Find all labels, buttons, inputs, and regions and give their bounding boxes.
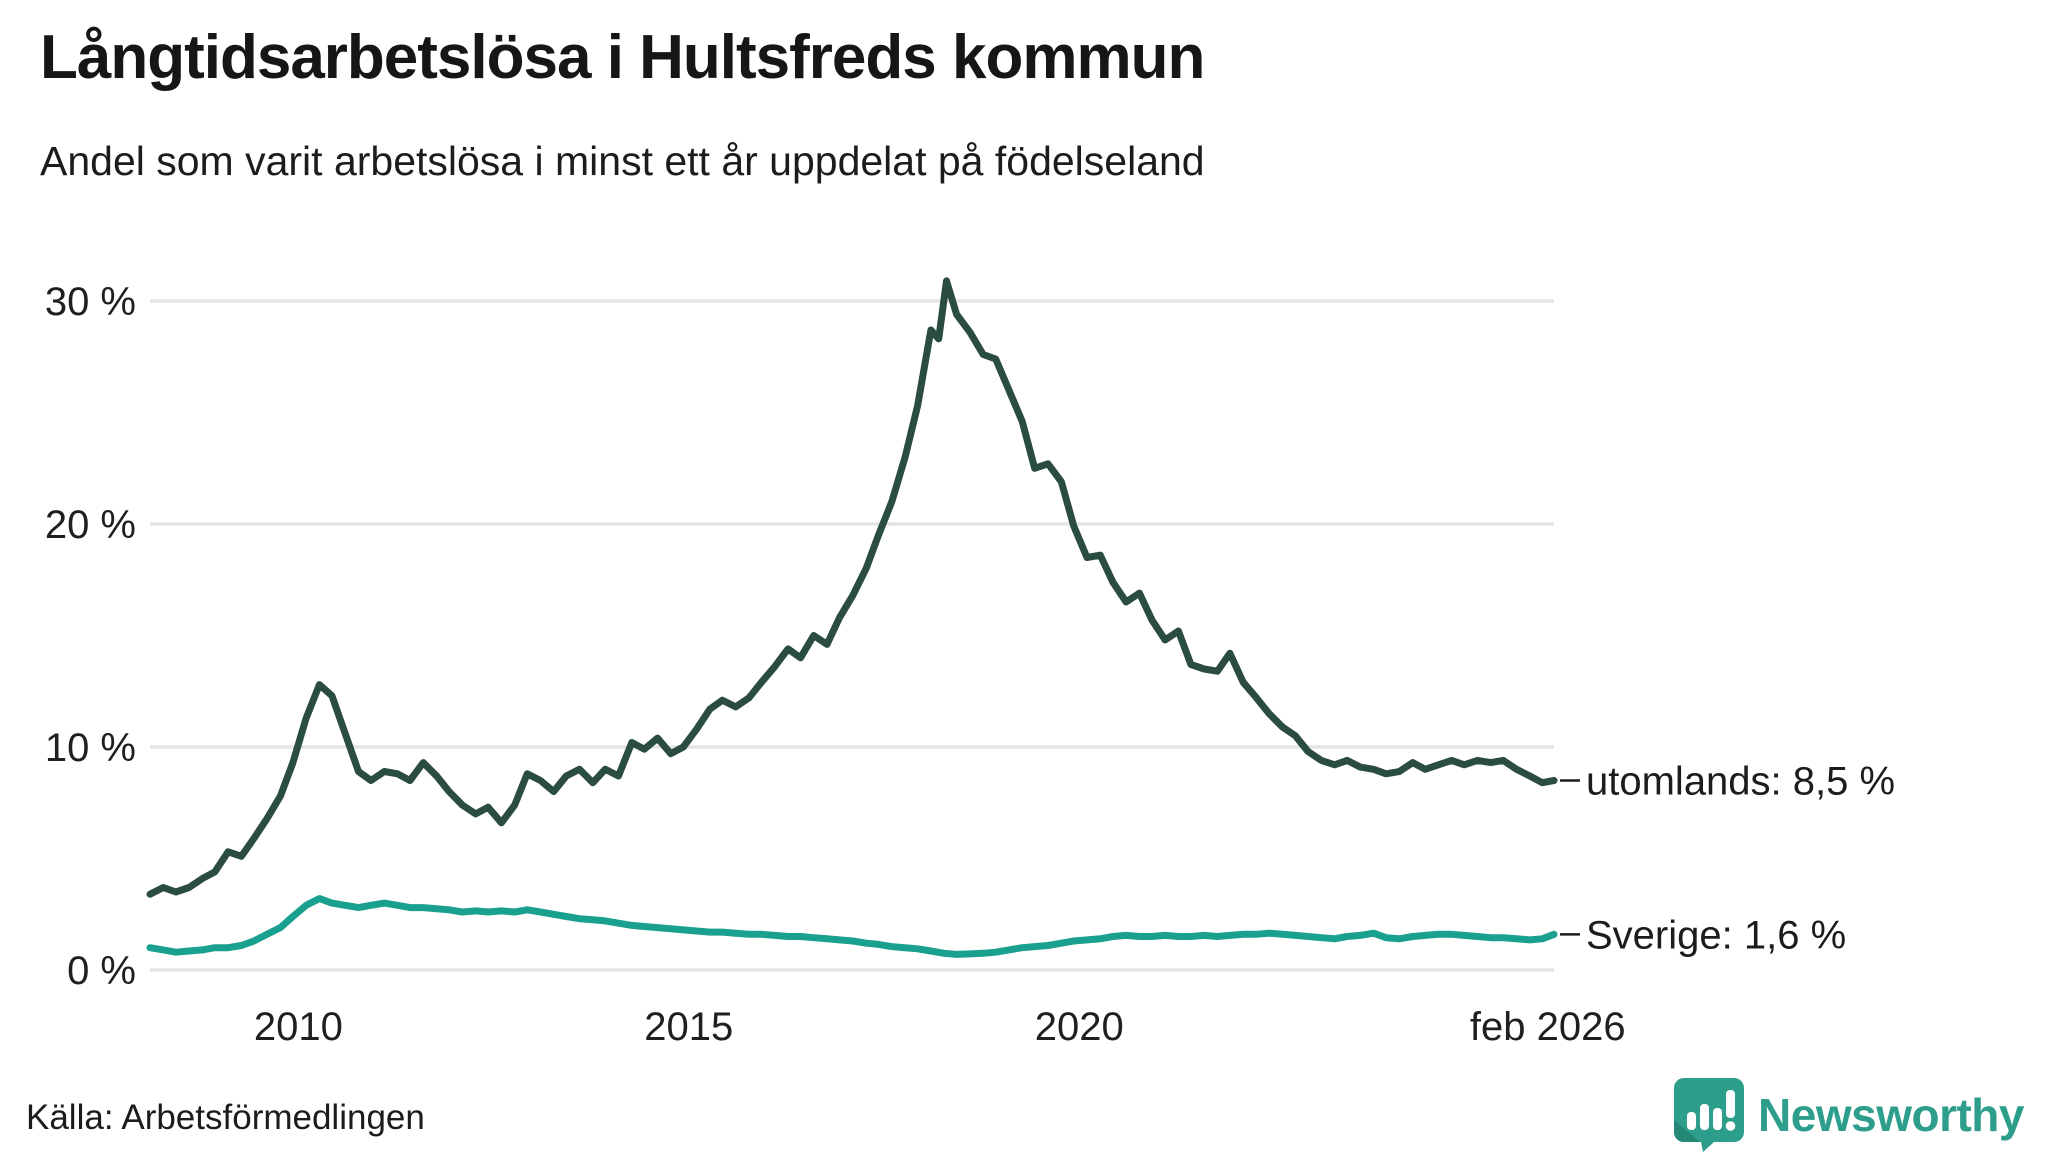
x-tick-label-feb-2026: feb 2026 [1470, 1005, 1626, 1049]
y-tick-label-20: 20 % [45, 503, 136, 547]
bar-2 [1700, 1104, 1710, 1130]
page-title: Långtidsarbetslösa i Hultsfreds kommun [40, 23, 1205, 92]
brand-lockup: Newsworthy [1674, 1078, 2024, 1152]
bar-3 [1713, 1108, 1723, 1130]
source-note: Källa: Arbetsförmedlingen [26, 1098, 425, 1137]
page-subtitle: Andel som varit arbetslösa i minst ett å… [40, 138, 1205, 184]
exclamation-stem [1726, 1090, 1736, 1118]
end-label-utomlands: utomlands: 8,5 % [1586, 759, 1895, 803]
y-tick-label-0: 0 % [67, 949, 136, 993]
bar-1 [1687, 1112, 1697, 1130]
y-tick-label-10: 10 % [45, 726, 136, 770]
brand-name: Newsworthy [1758, 1089, 2024, 1141]
newsworthy-logo-icon [1674, 1078, 1745, 1152]
x-tick-label-2020: 2020 [1035, 1005, 1124, 1049]
y-tick-label-30: 30 % [45, 280, 136, 324]
bubble-shade [1674, 1120, 1701, 1142]
series-line-Sverige [146, 895, 1558, 958]
end-label-Sverige: Sverige: 1,6 % [1586, 913, 1846, 957]
x-tick-label-2010: 2010 [254, 1005, 343, 1049]
series-line-utomlands [146, 277, 1558, 898]
exclamation-dot [1725, 1121, 1736, 1131]
x-tick-label-2015: 2015 [644, 1005, 733, 1049]
